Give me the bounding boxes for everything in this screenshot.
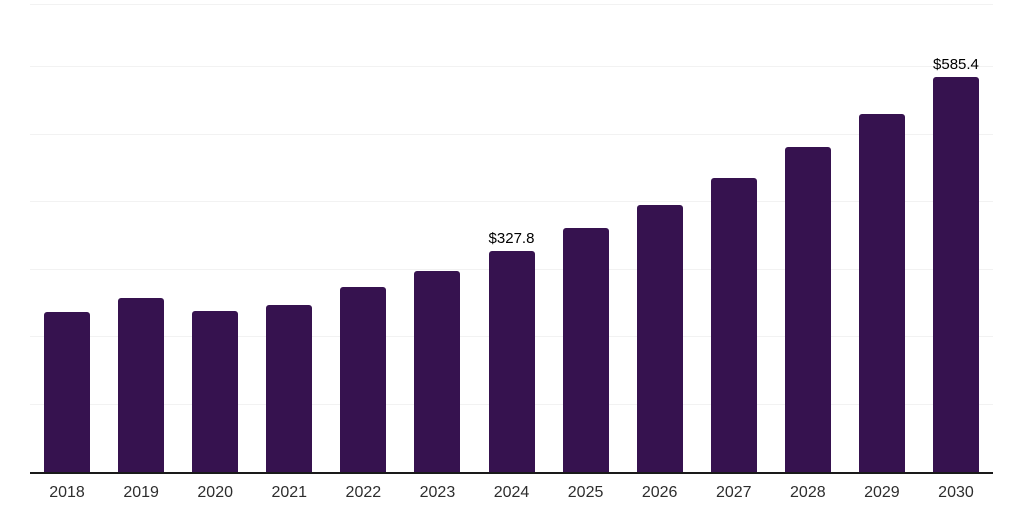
data-label-2030: $585.4 — [933, 55, 979, 73]
bar-2024 — [488, 250, 535, 472]
x-tick-label-2028: 2028 — [790, 484, 826, 501]
bar-2029 — [858, 114, 905, 472]
bar-2030 — [932, 76, 979, 472]
x-tick-label-2030: 2030 — [938, 484, 974, 501]
x-tick-label-2024: 2024 — [493, 484, 530, 501]
bar-slot-2025 — [549, 5, 623, 472]
x-tick-label-2029: 2029 — [864, 484, 900, 501]
x-tick-label-2023: 2023 — [419, 484, 456, 501]
bar-2028 — [784, 147, 831, 472]
x-tick-label-2025: 2025 — [567, 484, 604, 501]
bar-2022 — [340, 287, 387, 472]
bar-2021 — [266, 304, 313, 472]
x-tick-label-2026: 2026 — [641, 484, 678, 501]
bar-2025 — [562, 228, 609, 472]
gridline — [30, 201, 993, 203]
x-tick-label-2021: 2021 — [271, 484, 308, 501]
bar-slot-2021 — [252, 5, 326, 472]
bar-2019 — [118, 297, 165, 472]
bar-slot-2028 — [771, 5, 845, 472]
x-tick-label-2027: 2027 — [715, 484, 752, 501]
bar-2018 — [44, 312, 91, 472]
bar-slot-2022 — [326, 5, 400, 472]
bar-slot-2020 — [178, 5, 252, 472]
bars-row: $327.8 $585.4 — [30, 5, 993, 472]
bar-slot-2030: $585.4 — [919, 5, 993, 472]
bar-slot-2027 — [697, 5, 771, 472]
x-axis: 2018 2019 2020 2021 2022 2023 2024 2025 2026 2027… — [30, 473, 993, 512]
gridline — [30, 66, 993, 68]
bar-slot-2023 — [400, 5, 474, 472]
plot-area: $327.8 $585.4 — [30, 4, 993, 474]
bar-slot-2024: $327.8 — [474, 5, 548, 472]
bar-slot-2018 — [30, 5, 104, 472]
bar-slot-2026 — [623, 5, 697, 472]
x-tick-label-2019: 2019 — [123, 484, 159, 501]
gridline — [30, 133, 993, 135]
bar-2023 — [414, 270, 461, 472]
x-tick-label-2022: 2022 — [345, 484, 382, 501]
bar-slot-2029 — [845, 5, 919, 472]
bar-slot-2019 — [104, 5, 178, 472]
data-label-2024: $327.8 — [488, 229, 535, 247]
bar-2020 — [192, 311, 239, 472]
bar-2027 — [710, 177, 757, 472]
x-tick-label-2018: 2018 — [49, 484, 85, 501]
x-tick-label-2020: 2020 — [197, 484, 233, 501]
bar-2026 — [636, 204, 683, 472]
